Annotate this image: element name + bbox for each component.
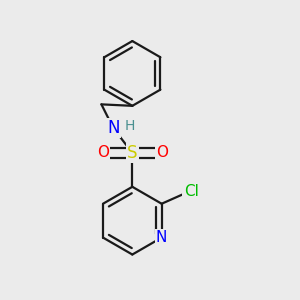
Text: Cl: Cl bbox=[184, 184, 199, 200]
Text: O: O bbox=[97, 146, 109, 160]
Text: H: H bbox=[124, 118, 135, 133]
Text: N: N bbox=[107, 119, 119, 137]
Text: S: S bbox=[127, 144, 138, 162]
Text: N: N bbox=[156, 230, 167, 245]
Text: O: O bbox=[156, 146, 168, 160]
